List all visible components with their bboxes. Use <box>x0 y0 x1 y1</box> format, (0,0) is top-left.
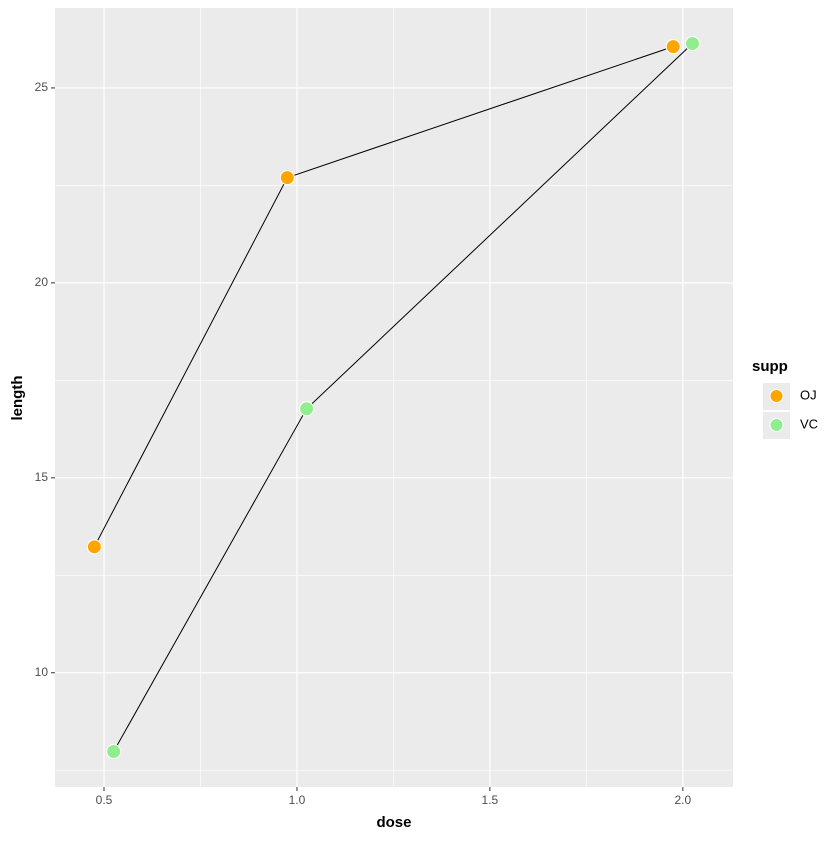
point <box>299 401 315 417</box>
legend-label: OJ <box>800 387 817 402</box>
x-axis-title: dose <box>376 814 411 831</box>
point <box>86 539 102 555</box>
x-tick-label: 1.0 <box>289 793 306 807</box>
x-tick-label: 1.5 <box>482 793 499 807</box>
marks <box>86 35 700 760</box>
legend-symbol <box>769 418 784 432</box>
point <box>279 170 295 186</box>
y-tick-label: 25 <box>35 80 49 94</box>
x-tick-label: 2.0 <box>674 793 691 807</box>
legend-title: supp <box>752 358 788 375</box>
point <box>665 39 681 55</box>
y-tick-label: 15 <box>35 470 49 484</box>
x-tick-label: 0.5 <box>96 793 113 807</box>
legend-label: VC <box>800 416 818 431</box>
y-axis-title: length <box>9 376 26 421</box>
panel <box>55 8 733 787</box>
y-tick-label: 20 <box>35 275 49 289</box>
point <box>106 744 122 760</box>
point <box>684 35 700 51</box>
grid <box>55 8 733 787</box>
y-tick-label: 10 <box>35 665 49 679</box>
legend-symbol <box>769 389 784 403</box>
